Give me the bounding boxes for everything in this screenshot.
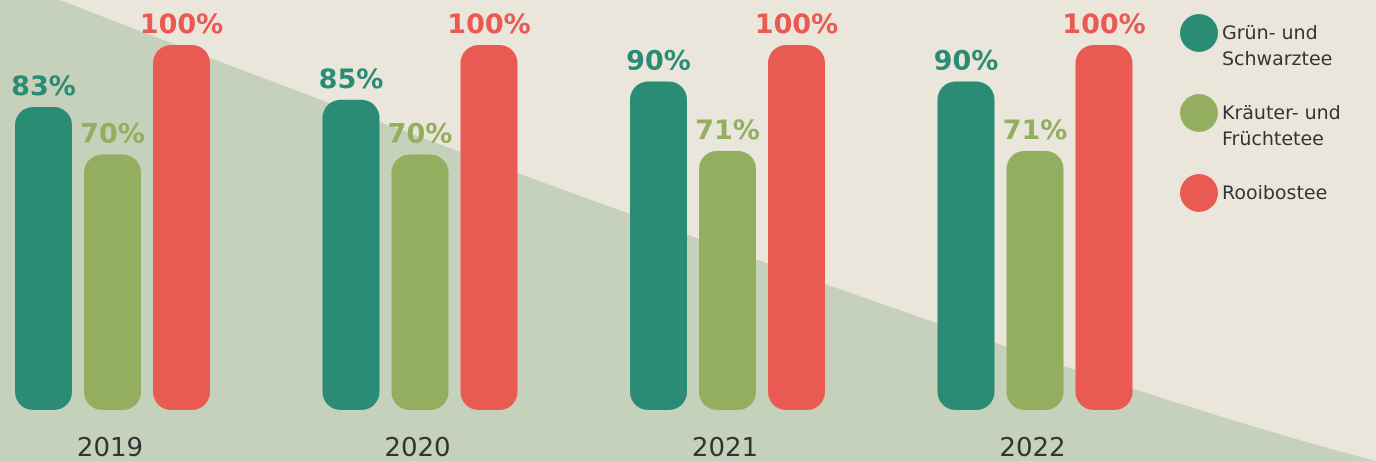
value-label: 90%: [626, 46, 691, 77]
bar: [84, 155, 141, 411]
value-label: 70%: [388, 119, 453, 150]
bar: [768, 45, 825, 410]
bar: [461, 45, 518, 410]
bar: [1076, 45, 1133, 410]
value-label: 100%: [140, 9, 223, 40]
bar: [15, 107, 72, 410]
bar: [699, 151, 756, 410]
legend-swatch: [1180, 94, 1218, 132]
legend-swatch: [1180, 174, 1218, 212]
value-label: 83%: [11, 71, 76, 102]
x-tick-label: 2022: [999, 433, 1065, 461]
legend-label: Rooibostee: [1222, 174, 1362, 206]
x-tick-label: 2020: [384, 433, 450, 461]
bar: [323, 100, 380, 410]
value-label: 90%: [934, 46, 999, 77]
chart: 83%70%100%201985%70%100%202090%71%100%20…: [0, 0, 1376, 461]
value-label: 100%: [1062, 9, 1145, 40]
bar: [630, 82, 687, 411]
x-tick-label: 2021: [692, 433, 758, 461]
value-label: 85%: [319, 64, 384, 95]
bar: [153, 45, 210, 410]
legend-swatch: [1180, 14, 1218, 52]
legend-label: Kräuter- und Früchtetee: [1222, 94, 1362, 152]
value-label: 70%: [80, 119, 145, 150]
legend: Grün- und Schwarztee Kräuter- und Früchte…: [1180, 14, 1370, 234]
page: 83%70%100%201985%70%100%202090%71%100%20…: [0, 0, 1376, 461]
value-label: 100%: [447, 9, 530, 40]
value-label: 71%: [695, 115, 760, 146]
legend-item: Kräuter- und Früchtetee: [1180, 94, 1370, 152]
x-tick-label: 2019: [77, 433, 143, 461]
value-label: 100%: [755, 9, 838, 40]
value-label: 71%: [1003, 115, 1068, 146]
legend-item: Rooibostee: [1180, 174, 1370, 212]
bar: [1007, 151, 1064, 410]
legend-label: Grün- und Schwarztee: [1222, 14, 1362, 72]
bar: [392, 155, 449, 411]
legend-item: Grün- und Schwarztee: [1180, 14, 1370, 72]
bar: [938, 82, 995, 411]
